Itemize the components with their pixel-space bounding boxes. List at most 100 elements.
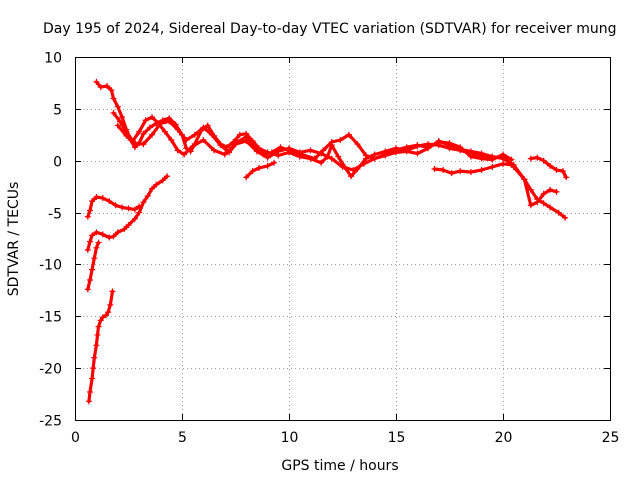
satellite-track-f-point xyxy=(540,157,547,164)
satellite-track-c-point xyxy=(226,149,233,156)
satellite-track-f-point xyxy=(527,155,534,162)
satellite-track-b-point xyxy=(136,128,143,135)
satellite-track-c-point xyxy=(200,124,207,131)
satellite-track-g-point xyxy=(93,194,100,201)
satellite-track-j-point xyxy=(86,388,93,395)
satellite-track-c-point xyxy=(382,151,389,158)
satellite-track-d-point xyxy=(243,174,250,181)
satellite-track-b-point xyxy=(467,148,474,155)
satellite-track-a-point xyxy=(97,84,104,91)
satellite-track-e-point xyxy=(440,167,447,174)
satellite-track-g-point xyxy=(136,203,143,210)
satellite-track-a-point xyxy=(204,122,211,129)
satellite-track-a-point xyxy=(540,200,547,207)
satellite-track-h-point xyxy=(136,209,143,216)
satellite-track-f-point xyxy=(563,174,570,181)
satellite-track-h-point xyxy=(140,199,147,206)
satellite-track-c-point xyxy=(478,155,485,162)
satellite-track-c-point xyxy=(208,131,215,138)
satellite-track-c-point xyxy=(403,144,410,151)
satellite-track-c-point xyxy=(500,151,506,158)
satellite-track-c-point xyxy=(328,139,335,146)
y-tick-label: -10 xyxy=(39,258,62,274)
satellite-track-f-line xyxy=(529,156,568,179)
satellite-track-c-point xyxy=(489,156,496,163)
satellite-track-c-point xyxy=(337,136,344,143)
satellite-track-b-point xyxy=(275,148,282,155)
satellite-track-d-point xyxy=(256,164,263,171)
satellite-track-i-point xyxy=(86,276,93,283)
x-tick-label: 5 xyxy=(178,430,187,446)
satellite-track-e-point xyxy=(457,168,464,175)
satellite-track-e-point xyxy=(478,167,485,174)
satellite-track-j-point xyxy=(105,309,112,316)
satellite-track-c-point xyxy=(414,142,421,149)
satellite-track-i-point xyxy=(95,239,102,246)
satellite-track-c-point xyxy=(457,144,464,151)
x-tick-label: 0 xyxy=(71,430,80,446)
satellite-track-g-point xyxy=(89,198,96,205)
satellite-track-b-point xyxy=(161,128,168,135)
satellite-track-d-point xyxy=(264,162,271,169)
satellite-track-j-line xyxy=(87,289,115,403)
satellite-track-b-point xyxy=(221,151,228,158)
satellite-track-c-point xyxy=(174,126,181,133)
data-traces xyxy=(86,80,568,403)
satellite-track-j-point xyxy=(97,317,104,324)
satellite-track-c-point xyxy=(508,156,515,163)
satellite-track-e-point xyxy=(500,160,506,167)
satellite-track-c-point xyxy=(467,153,474,160)
data-markers xyxy=(84,78,570,405)
satellite-track-f-point xyxy=(553,167,560,174)
satellite-track-b-point xyxy=(414,150,421,157)
satellite-track-j-point xyxy=(95,323,102,330)
satellite-track-c-point xyxy=(123,132,130,139)
satellite-track-a-point xyxy=(114,103,121,110)
satellite-track-f-point xyxy=(534,154,541,161)
satellite-track-j-point xyxy=(99,314,106,321)
satellite-track-h-point xyxy=(144,192,151,199)
satellite-track-c-point xyxy=(320,147,327,154)
satellite-track-b-point xyxy=(339,163,346,170)
satellite-track-j-point xyxy=(93,342,100,349)
satellite-track-h-point xyxy=(93,229,100,236)
satellite-track-b-point xyxy=(200,136,207,143)
satellite-track-a-point xyxy=(335,153,342,160)
satellite-track-d-line xyxy=(244,161,276,179)
satellite-track-a-point xyxy=(198,127,205,134)
satellite-track-c-point xyxy=(217,142,224,149)
satellite-track-g-point xyxy=(131,206,138,213)
satellite-track-c-point xyxy=(311,155,318,162)
satellite-track-b-point xyxy=(540,190,547,197)
satellite-track-c-point xyxy=(234,139,241,146)
satellite-track-a-point xyxy=(159,117,166,124)
y-tick-label: -20 xyxy=(39,362,62,378)
satellite-track-a-point xyxy=(318,159,325,166)
satellite-track-c-point xyxy=(354,141,361,148)
satellite-track-c-point xyxy=(131,140,138,147)
satellite-track-h-point xyxy=(110,233,117,240)
x-tick-label: 20 xyxy=(495,430,513,446)
satellite-track-a-point xyxy=(236,131,243,138)
satellite-track-a-point xyxy=(93,78,100,85)
satellite-track-c-point xyxy=(166,118,173,125)
satellite-track-j-point xyxy=(89,375,96,382)
satellite-track-a-point xyxy=(354,166,361,173)
satellite-track-i-point xyxy=(91,255,98,262)
satellite-track-g-point xyxy=(84,213,91,220)
satellite-track-b-point xyxy=(478,150,485,157)
y-tick-label: 10 xyxy=(44,51,62,67)
y-tick-label: -15 xyxy=(39,310,62,326)
satellite-track-b-point xyxy=(534,199,541,206)
satellite-track-h-point xyxy=(121,226,128,233)
satellite-track-b-point xyxy=(253,148,260,155)
satellite-track-g-point xyxy=(125,205,132,212)
satellite-track-h-point xyxy=(99,231,106,238)
satellite-track-h-point xyxy=(114,229,121,236)
satellite-track-j-point xyxy=(94,331,101,338)
satellite-track-b-point xyxy=(110,110,117,117)
satellite-track-a-point xyxy=(547,204,554,211)
satellite-track-b-point xyxy=(168,136,175,143)
y-tick-label: -25 xyxy=(39,414,62,430)
satellite-track-c-point xyxy=(298,151,305,158)
